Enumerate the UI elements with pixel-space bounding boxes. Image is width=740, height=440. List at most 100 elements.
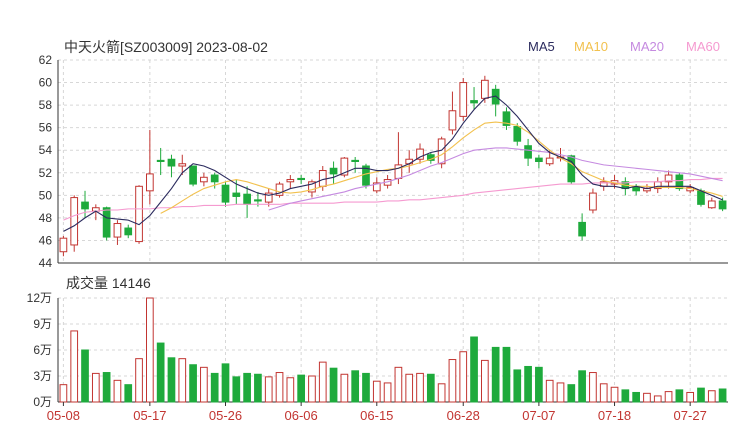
volume-bar-up xyxy=(481,359,489,403)
volume-bar-up xyxy=(383,382,392,403)
volume-bar-down xyxy=(243,372,251,403)
kline-y-tick: 52 xyxy=(39,166,53,180)
volume-bar-up xyxy=(308,375,316,403)
candle-up xyxy=(275,183,284,196)
candle-up xyxy=(178,163,187,167)
candle-down xyxy=(697,190,705,205)
volume-bar-up xyxy=(372,380,381,403)
volume-bar-down xyxy=(210,372,219,403)
candle-up xyxy=(200,176,208,183)
line-ma10 xyxy=(160,121,723,214)
candle-down xyxy=(535,157,543,163)
volume-bar-down xyxy=(124,384,133,403)
volume-bar-down xyxy=(189,364,197,403)
volume-y-tick: 6万 xyxy=(33,343,52,357)
candle-down xyxy=(189,165,197,185)
candle-up xyxy=(437,138,446,165)
volume-bar-down xyxy=(297,374,305,403)
volume-bar-up xyxy=(653,395,662,403)
line-ma5 xyxy=(63,95,723,232)
volume-bar-up xyxy=(448,359,457,403)
legend-ma20: MA20 xyxy=(630,39,664,54)
candle-up xyxy=(146,173,154,192)
date-tick-label: 05-08 xyxy=(47,408,80,423)
volume-bar-up xyxy=(394,366,403,403)
volume-bar-up xyxy=(556,382,565,403)
volume-bar-up xyxy=(459,351,468,403)
legend-ma10: MA10 xyxy=(574,39,608,54)
volume-bar-down xyxy=(426,373,435,403)
date-tick-label: 05-26 xyxy=(209,408,242,423)
candle-up xyxy=(448,110,457,131)
volume-bar-up xyxy=(437,383,446,403)
volume-bar-up xyxy=(286,377,295,403)
candle-down xyxy=(297,177,305,181)
date-tick-label: 07-27 xyxy=(674,408,707,423)
kline-y-tick: 54 xyxy=(39,143,53,157)
legend-ma5: MA5 xyxy=(528,39,555,54)
volume-bar-down xyxy=(156,342,165,403)
date-tick-label: 06-28 xyxy=(447,408,480,423)
candle-down xyxy=(329,167,338,175)
candle-down xyxy=(102,207,111,238)
date-axis: 05-08 05-17 05-26 06-06 06-15 06-28 07-07 07-18… xyxy=(47,402,707,423)
candle-up xyxy=(264,192,273,203)
volume-bar-down xyxy=(81,349,89,403)
kline-y-tick: 46 xyxy=(39,233,53,247)
candle-up xyxy=(70,197,79,246)
kline-y-tick: 48 xyxy=(39,211,53,225)
candle-up xyxy=(113,223,122,238)
volume-bar-up xyxy=(264,376,273,403)
kline-y-tick: 50 xyxy=(39,188,53,202)
candle-up xyxy=(135,185,143,243)
volume-y-tick: 9万 xyxy=(33,317,52,331)
volume-bar-down xyxy=(470,336,478,403)
volume-bar-down xyxy=(632,391,640,403)
volume-bar-up xyxy=(405,373,414,403)
line-ma20 xyxy=(268,147,723,211)
candle-down xyxy=(578,221,586,237)
volume-bar-up xyxy=(318,361,327,403)
volume-bar-up xyxy=(610,386,619,403)
candle-down xyxy=(243,193,251,205)
kline-y-tick: 60 xyxy=(39,76,53,90)
candle-down xyxy=(351,159,360,163)
kline-y-tick: 44 xyxy=(39,256,53,270)
volume-y-tick: 3万 xyxy=(33,369,52,383)
candle-up xyxy=(372,182,381,192)
volume-bar-down xyxy=(621,389,630,403)
volume-bar-down xyxy=(524,365,532,403)
legend-ma60: MA60 xyxy=(686,39,720,54)
volume-bar-down xyxy=(535,366,543,403)
volume-bar-down xyxy=(675,389,684,403)
volume-y-tick: 0万 xyxy=(33,395,52,409)
volume-bar-down xyxy=(491,346,500,403)
candle-up xyxy=(308,181,316,193)
candle-up xyxy=(481,79,489,99)
volume-bar-down xyxy=(718,388,727,403)
volume-bar-up xyxy=(340,373,349,403)
volume-bar-up xyxy=(135,358,143,403)
volume-panel: 12万 9万 6万 3万 0万 xyxy=(27,291,728,409)
volume-bar-up xyxy=(643,392,651,403)
candle-down xyxy=(210,174,219,183)
candle-up xyxy=(545,157,554,165)
volume-bar-up xyxy=(275,372,284,403)
volume-bar-up xyxy=(707,390,716,403)
candle-down xyxy=(502,111,511,126)
volume-bar-down xyxy=(513,369,522,403)
date-tick-label: 07-18 xyxy=(598,408,631,423)
date-tick-label: 06-15 xyxy=(360,408,393,423)
candle-up xyxy=(707,200,716,209)
volume-bar-up xyxy=(91,372,100,403)
volume-bar-down xyxy=(102,372,111,403)
volume-bar-down xyxy=(254,373,262,403)
volume-bar-up xyxy=(59,384,68,403)
kline-y-tick: 58 xyxy=(39,98,53,112)
volume-bar-down xyxy=(221,363,230,403)
volume-bar-down xyxy=(167,357,176,403)
candle-down xyxy=(232,192,241,197)
ma-legend: MA5 MA10 MA20 MA60 xyxy=(528,39,720,54)
volume-bar-up xyxy=(178,358,187,403)
